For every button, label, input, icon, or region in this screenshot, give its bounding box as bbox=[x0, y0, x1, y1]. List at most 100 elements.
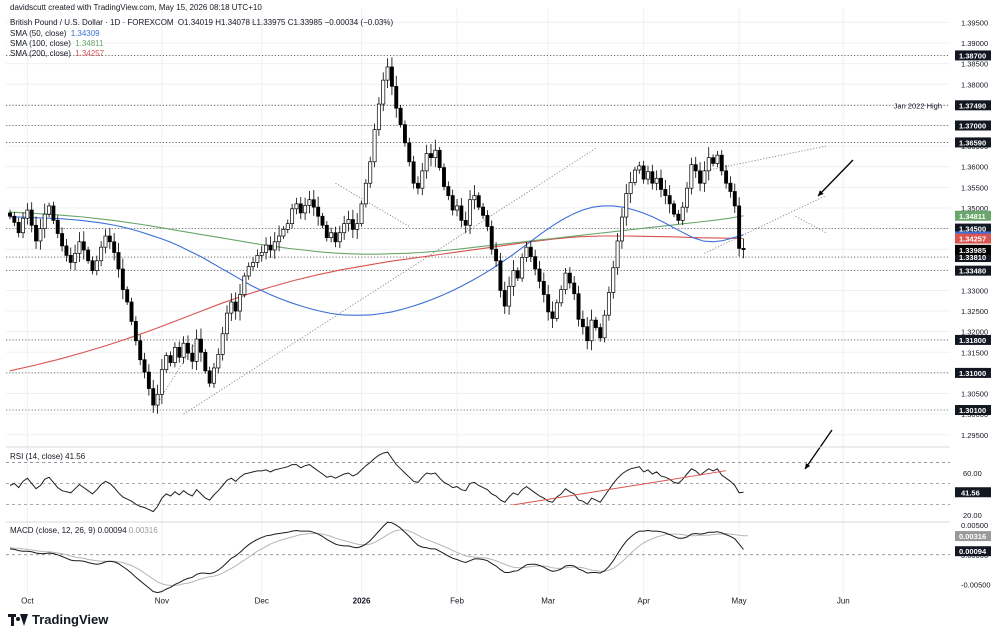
level-tag bbox=[955, 137, 991, 148]
y-tick-label: 1.30500 bbox=[961, 390, 988, 399]
tradingview-logo[interactable]: TradingView bbox=[8, 612, 108, 627]
time-axis: Oct Nov Dec 2026 Feb Mar Apr May Jun bbox=[21, 597, 850, 606]
y-tick-label: 1.29500 bbox=[961, 431, 988, 440]
macd-title: MACD (close, 12, 26, 9) bbox=[10, 526, 96, 535]
candle-down bbox=[728, 182, 733, 192]
candle-down bbox=[498, 260, 503, 291]
candle-up bbox=[212, 367, 216, 384]
candle-down bbox=[476, 195, 481, 208]
rsi-trendline bbox=[513, 470, 727, 506]
candle-down bbox=[580, 318, 585, 328]
annotation-arrow bbox=[817, 159, 854, 197]
macd-legend[interactable]: MACD (close, 12, 26, 9) 0.00094 0.00316 bbox=[10, 526, 158, 535]
level-tag bbox=[955, 252, 991, 263]
candle-down bbox=[663, 189, 668, 196]
sma100-legend[interactable]: SMA (100, close) 1.34811 bbox=[10, 39, 103, 48]
x-tick-label: Oct bbox=[21, 597, 34, 606]
candle-up bbox=[342, 223, 347, 234]
candle-down bbox=[133, 321, 138, 342]
candle-down bbox=[316, 206, 321, 217]
candle-up bbox=[689, 164, 694, 189]
candle-down bbox=[667, 195, 672, 205]
candle-up bbox=[420, 170, 425, 189]
price-axis: 1.395001.390001.385001.380001.375001.370… bbox=[955, 18, 991, 589]
y-tick-label: 1.39500 bbox=[961, 18, 988, 27]
candle-down bbox=[724, 170, 729, 184]
sma200-legend[interactable]: SMA (200, close) 1.34257 bbox=[10, 49, 104, 58]
level-tag bbox=[955, 50, 991, 61]
level-tag-label: 1.31800 bbox=[959, 336, 986, 345]
candle-up bbox=[385, 66, 390, 81]
candle-down bbox=[732, 191, 737, 207]
value-tag bbox=[955, 210, 991, 221]
sma100-label: SMA (100, close) bbox=[10, 39, 71, 48]
candle-up bbox=[47, 205, 52, 215]
sma50-label: SMA (50, close) bbox=[10, 29, 67, 38]
candle-down bbox=[107, 235, 112, 243]
rsi-pane bbox=[6, 429, 950, 513]
candle-down bbox=[567, 272, 572, 284]
value-tag bbox=[955, 233, 991, 244]
candle-up bbox=[624, 193, 629, 218]
candle-up bbox=[285, 223, 290, 230]
candle-up bbox=[21, 217, 25, 234]
candle-up bbox=[511, 270, 516, 287]
candle-down bbox=[190, 352, 195, 362]
macd-line bbox=[9, 521, 744, 594]
rsi-value-tag-label: 41.56 bbox=[961, 488, 980, 497]
candle-down bbox=[333, 232, 338, 243]
candle-up bbox=[155, 393, 160, 406]
moving-averages bbox=[9, 205, 744, 372]
rsi-value-tag bbox=[955, 487, 991, 498]
candle-down bbox=[442, 167, 446, 187]
candle-down bbox=[711, 157, 716, 164]
candle-down bbox=[116, 252, 121, 270]
candle-down bbox=[8, 212, 12, 217]
horizontal-levels: Jan 2022 High bbox=[6, 55, 950, 411]
candle-up bbox=[103, 235, 108, 248]
level-note: Jan 2022 High bbox=[894, 101, 942, 110]
x-tick-label: Feb bbox=[450, 597, 464, 606]
candle-down bbox=[416, 182, 420, 189]
signal-value-tag-label: 0.00316 bbox=[959, 532, 986, 541]
candle-down bbox=[494, 248, 499, 262]
candle-up bbox=[242, 275, 247, 295]
candle-down bbox=[411, 161, 416, 184]
candle-down bbox=[537, 268, 542, 282]
candle-up bbox=[294, 203, 299, 210]
candle-up bbox=[194, 338, 199, 362]
candle-down bbox=[641, 165, 646, 180]
symbol-header: British Pound / U.S. Dollar · 1D · FOREX… bbox=[10, 18, 393, 27]
candle-up bbox=[381, 79, 386, 105]
candle-down bbox=[311, 199, 316, 208]
candle-up bbox=[281, 229, 286, 237]
candle-up bbox=[264, 244, 269, 253]
rsi-annotation-arrow bbox=[804, 429, 833, 470]
x-tick-label: Jun bbox=[837, 597, 850, 606]
candle-up bbox=[633, 169, 637, 183]
candle-down bbox=[550, 311, 555, 319]
candle-down bbox=[199, 338, 203, 353]
candle-up bbox=[602, 314, 607, 339]
level-tag bbox=[955, 100, 991, 111]
candle-down bbox=[112, 241, 117, 253]
sma50-legend[interactable]: SMA (50, close) 1.34309 bbox=[10, 29, 100, 38]
candle-up bbox=[259, 252, 264, 256]
level-tag-label: 1.37490 bbox=[959, 101, 986, 110]
candle-up bbox=[355, 223, 360, 230]
candle-up bbox=[229, 301, 234, 314]
rsi-legend[interactable]: RSI (14, close) 41.56 bbox=[10, 452, 85, 461]
rsi-tick-label: 20.00 bbox=[963, 511, 982, 520]
candle-up bbox=[589, 319, 594, 342]
candle-up bbox=[238, 294, 242, 312]
candle-down bbox=[389, 66, 394, 87]
candle-down bbox=[320, 215, 325, 226]
candle-down bbox=[489, 226, 494, 250]
candle-down bbox=[515, 270, 520, 279]
candle-down bbox=[151, 388, 156, 406]
x-tick-label: 2026 bbox=[353, 597, 371, 606]
annotation-arrow-head bbox=[818, 190, 824, 196]
candle-up bbox=[372, 129, 377, 163]
value-tag-label: 1.33985 bbox=[959, 246, 986, 255]
candle-up bbox=[706, 157, 711, 172]
